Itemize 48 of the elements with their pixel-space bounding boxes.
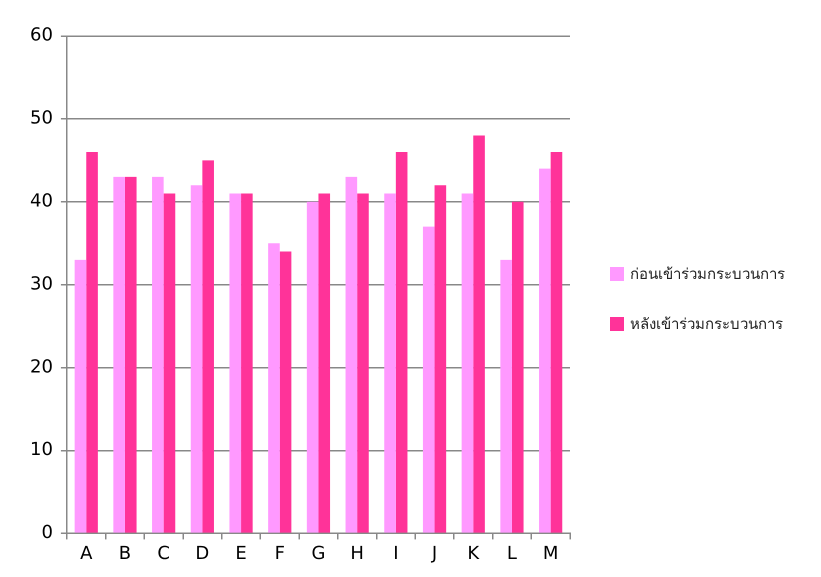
bar (229, 194, 242, 533)
bar (113, 176, 125, 533)
x-tick-label: H (350, 542, 364, 564)
x-tick-label: J (430, 542, 438, 564)
x-tick-label: E (235, 542, 247, 564)
y-tick-label: 40 (30, 190, 53, 212)
y-tick-label: 50 (30, 108, 53, 129)
bar (241, 194, 253, 533)
bar (164, 194, 176, 533)
bar (86, 152, 98, 533)
bar (74, 260, 86, 533)
legend-label: หลังเข้าร่วมกระบวนการ (630, 314, 783, 335)
x-tick-label: C (157, 542, 170, 564)
legend-label: ก่อนเข้าร่วมกระบวนการ (630, 264, 785, 285)
bar (512, 202, 524, 533)
y-tick-label: 60 (30, 24, 53, 46)
bar (280, 252, 292, 533)
bar (422, 226, 435, 533)
bar (202, 160, 214, 533)
x-tick-label: F (274, 542, 285, 564)
x-tick-label: I (393, 542, 399, 564)
x-tick-label: D (195, 542, 210, 564)
bar (473, 135, 485, 533)
x-tick-label: G (311, 542, 326, 564)
y-tick-label: 20 (30, 356, 53, 378)
bar (152, 176, 164, 533)
bar (384, 194, 396, 533)
bar (462, 194, 474, 533)
bar (306, 202, 318, 533)
bar (357, 194, 369, 533)
bar (396, 152, 408, 533)
y-tick-label: 30 (30, 273, 53, 294)
bar (539, 168, 551, 533)
x-tick-label: L (506, 542, 517, 564)
x-tick-label: A (80, 542, 94, 564)
bar (190, 185, 202, 533)
y-tick-label: 10 (30, 439, 53, 460)
x-tick-label: B (118, 542, 132, 564)
bar (550, 152, 562, 533)
bar (500, 260, 512, 533)
x-tick-label: M (542, 542, 558, 564)
bar (268, 243, 280, 533)
bar (346, 176, 358, 533)
bar (124, 176, 137, 533)
y-tick-label: 0 (41, 522, 53, 544)
bar (318, 194, 330, 533)
bar (434, 185, 446, 533)
x-tick-label: K (467, 542, 480, 564)
